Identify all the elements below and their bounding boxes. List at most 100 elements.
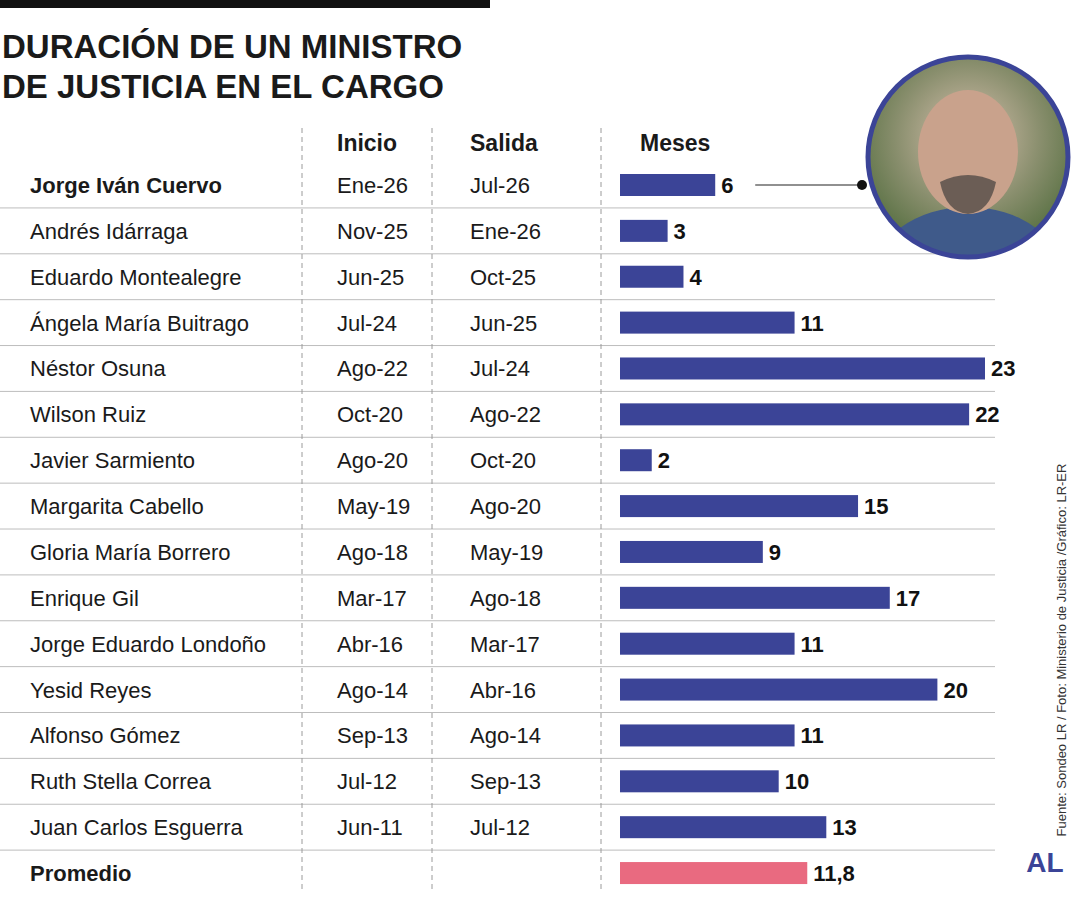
data-label: 20 [943,678,967,703]
bar [620,449,652,471]
row-separator [0,253,995,254]
column-header: Salida [470,130,538,156]
category-label: Wilson Ruiz [30,402,146,427]
row-separator [0,207,995,208]
data-label: 22 [975,402,999,427]
category-label: Ángela María Buitrago [30,311,249,336]
bar [620,357,985,379]
title-line: DE JUSTICIA EN EL CARGO [2,68,444,105]
logo: AL [1026,847,1063,878]
start-date: Mar-17 [337,586,407,611]
portrait [873,90,1063,347]
end-date: May-19 [470,540,543,565]
data-label: 2 [658,448,670,473]
end-date: Sep-13 [470,769,541,794]
bar [620,266,683,288]
bar [620,679,937,701]
chart: DURACIÓN DE UN MINISTRODE JUSTICIA EN EL… [0,0,1080,900]
start-date: Ene-26 [337,173,408,198]
start-date: Nov-25 [337,219,408,244]
data-label: 3 [674,219,686,244]
category-label: Gloria María Borrero [30,540,231,565]
end-date: Oct-20 [470,448,536,473]
title: DURACIÓN DE UN MINISTRODE JUSTICIA EN EL… [2,28,462,105]
end-date: Jul-26 [470,173,530,198]
column-separator [302,128,303,892]
row-separator [0,437,995,438]
bar [620,403,969,425]
data-label: 23 [991,356,1015,381]
leader-line [755,184,862,185]
category-label: Margarita Cabello [30,494,204,519]
start-date: Ago-22 [337,356,408,381]
title-line: DURACIÓN DE UN MINISTRO [2,28,462,65]
end-date: Jun-25 [470,311,537,336]
category-label: Juan Carlos Esguerra [30,815,244,840]
category-label: Javier Sarmiento [30,448,195,473]
data-label: 17 [896,586,920,611]
bar [620,541,763,563]
data-label: 10 [785,769,809,794]
row-separator [0,666,995,667]
bar [620,174,715,196]
data-label: 11,8 [813,861,855,886]
end-date: Jul-24 [470,356,530,381]
data-label: 11 [801,723,824,748]
row-separator [0,574,995,575]
data-label: 11 [801,311,824,336]
row-separator [0,483,995,484]
data-label: 6 [721,173,733,198]
start-date: Jul-24 [337,311,397,336]
category-label: Alfonso Gómez [30,723,180,748]
start-date: Jun-25 [337,265,404,290]
end-date: Oct-25 [470,265,536,290]
bars [620,174,985,884]
column-separator [601,128,602,892]
data-label: 13 [832,815,856,840]
start-date: Sep-13 [337,723,408,748]
bar [620,587,890,609]
start-date: Abr-16 [337,632,403,657]
start-date: Jun-11 [337,815,403,840]
source: Fuente: Sondeo LR / Foto: Ministerio de … [1054,464,1069,837]
row-separator [0,620,995,621]
start-date: Ago-20 [337,448,408,473]
category-label: Jorge Iván Cuervo [30,173,222,198]
bar [620,633,795,655]
bar [620,816,826,838]
row-separator [0,850,995,851]
category-label: Andrés Idárraga [30,219,189,244]
category-label: Promedio [30,861,131,886]
data-label: 9 [769,540,781,565]
portrait-head [918,90,1018,214]
photo-border [868,57,1068,257]
category-label: Ruth Stella Correa [30,769,212,794]
leader-dot [857,180,867,190]
end-date: Ago-20 [470,494,541,519]
end-date: Abr-16 [470,678,536,703]
category-label: Enrique Gil [30,586,139,611]
column-separator [432,128,433,892]
portrait-beard [940,175,996,214]
portrait-body [873,207,1063,347]
column-header: Inicio [337,130,397,156]
row-separator [0,345,995,346]
row-separator [0,804,995,805]
bar [620,862,807,884]
bar [620,312,795,334]
end-date: Ene-26 [470,219,541,244]
data-label: 15 [864,494,888,519]
row-separator [0,529,995,530]
bar [620,724,795,746]
category-label: Yesid Reyes [30,678,151,703]
category-label: Néstor Osuna [30,356,166,381]
column-header: Meses [640,130,710,156]
end-date: Ago-22 [470,402,541,427]
category-label: Jorge Eduardo Londoño [30,632,266,657]
start-date: Ago-14 [337,678,408,703]
bar [620,495,858,517]
start-date: Oct-20 [337,402,403,427]
bar [620,770,779,792]
category-label: Eduardo Montealegre [30,265,242,290]
data-label: 4 [689,265,702,290]
